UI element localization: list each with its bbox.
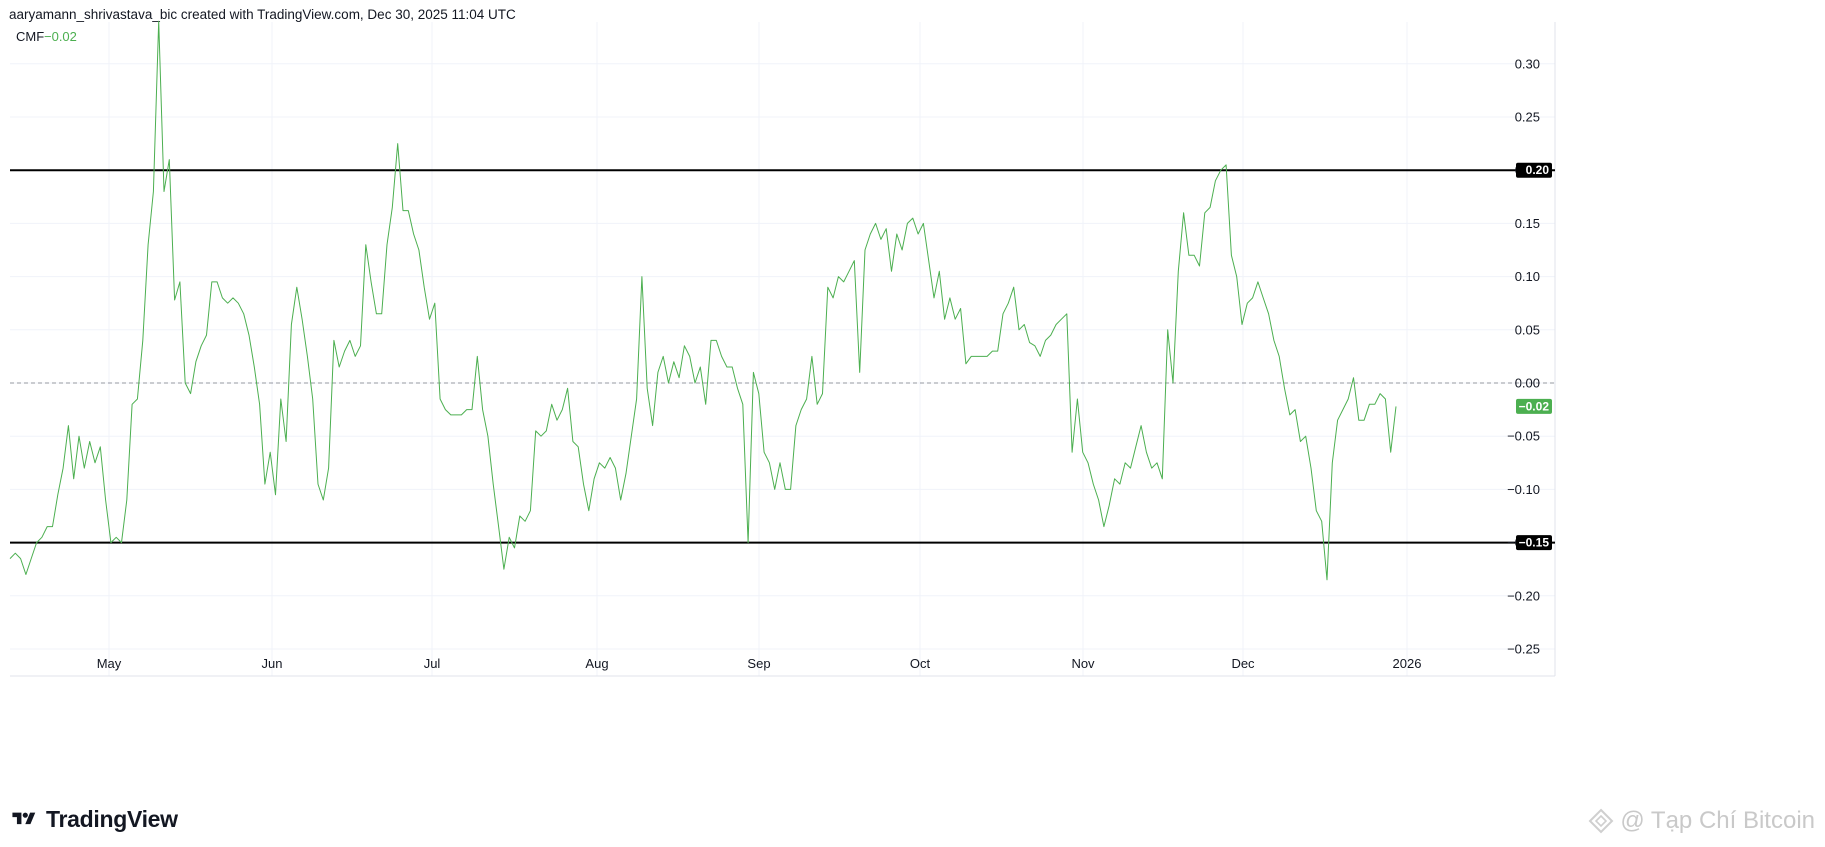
x-tick-label: Sep <box>747 656 770 671</box>
y-tick-label: −0.25 <box>1507 642 1540 657</box>
level-tag: 0.20 <box>1526 163 1550 177</box>
x-tick-label: Oct <box>910 656 931 671</box>
legend-series-value: −0.02 <box>44 29 77 44</box>
y-tick-label: 0.25 <box>1515 110 1540 125</box>
x-tick-label: Jul <box>424 656 441 671</box>
level-lines <box>10 169 1555 544</box>
level-tag: −0.15 <box>1519 536 1550 550</box>
y-tick-label: 0.15 <box>1515 216 1540 231</box>
watermark: @ Tạp Chí Bitcoin <box>1588 807 1815 835</box>
tradingview-brand-text: TradingView <box>46 805 178 832</box>
plot-frame <box>10 22 1556 677</box>
x-tick-label: 2026 <box>1393 656 1422 671</box>
price-tags: 0.20 −0.15 −0.02 <box>1516 162 1552 551</box>
y-tick-label: −0.05 <box>1507 429 1540 444</box>
y-tick-label: 0.00 <box>1515 376 1540 391</box>
level-tag-bg <box>1516 535 1552 551</box>
diamond-icon <box>1588 808 1614 834</box>
current-value-tag-bg <box>1516 398 1552 414</box>
current-value-tag: −0.02 <box>1519 399 1550 413</box>
y-axis: 0.300.250.200.150.100.050.00−0.05−0.10−0… <box>1507 56 1540 656</box>
cmf-chart: 0.30 0.25 0.20 0.15 0.10 0.05 0.00 −0.05 −0.10 −0… <box>9 20 1556 677</box>
x-tick-label: Dec <box>1231 656 1255 671</box>
tradingview-logo[interactable]: TradingView <box>10 804 178 834</box>
y-tick-label: 0.10 <box>1515 269 1540 284</box>
legend[interactable]: CMF −0.02 <box>16 29 77 44</box>
x-tick-label: Nov <box>1071 656 1095 671</box>
watermark-text: @ Tạp Chí Bitcoin <box>1620 807 1815 834</box>
x-axis: May Jun Jul Aug Sep Oct Nov Dec 2026 <box>97 656 1422 671</box>
y-tick-label: −0.20 <box>1507 588 1540 603</box>
cmf-series <box>9 20 1397 581</box>
grid <box>10 22 1555 676</box>
legend-series-name: CMF <box>16 29 44 44</box>
chart-credit: aaryamann_shrivastava_bic created with T… <box>9 7 516 22</box>
y-tick-label: 0.05 <box>1515 322 1540 337</box>
tradingview-logo-icon <box>12 812 36 825</box>
x-tick-label: Jun <box>262 656 283 671</box>
level-tag-bg <box>1516 162 1552 178</box>
y-tick-label: 0.30 <box>1515 56 1540 71</box>
x-tick-label: Aug <box>585 656 608 671</box>
y-tick-label: −0.10 <box>1507 482 1540 497</box>
cmf-line <box>9 20 1397 581</box>
x-tick-label: May <box>97 656 122 671</box>
